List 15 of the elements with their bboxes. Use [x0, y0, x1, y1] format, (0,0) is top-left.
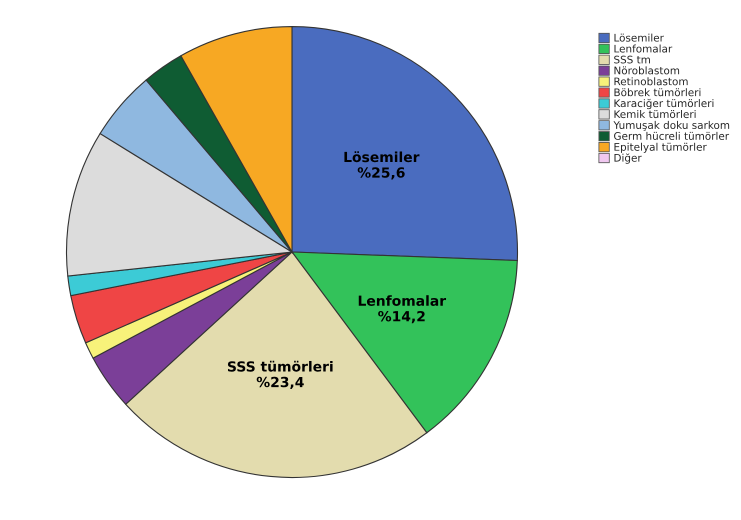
legend-label: SSS tm [614, 56, 650, 64]
data-label: Lösemiler %25,6 [344, 151, 420, 180]
data-label: Lenfomalar %14,2 [358, 295, 446, 324]
legend-label: Böbrek tümörleri [614, 88, 700, 96]
legend-label: Diğer [614, 153, 642, 164]
legend-label: Yumuşak doku sarkom [613, 120, 730, 131]
legend-label: Germ hücreli tümörler [614, 132, 730, 140]
legend-label: Retinoblastom [614, 77, 688, 86]
legend-label: Kemik tümörleri [614, 110, 696, 118]
legend-label: Epitelyal tümörler [614, 142, 707, 153]
legend-label: Lösemiler [614, 34, 664, 42]
data-label: SSS tümörleri %23,4 [228, 360, 333, 390]
legend-label: Lenfomalar [614, 44, 672, 53]
legend-label: Karaciğer tümörleri [614, 98, 714, 110]
legend-label: Nöroblastom [614, 66, 680, 74]
